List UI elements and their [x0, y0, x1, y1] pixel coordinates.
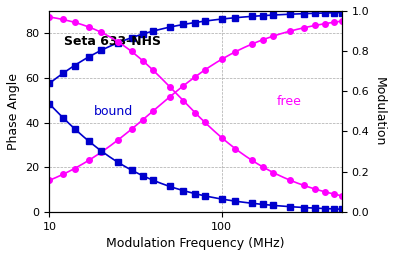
Text: Seta 633-NHS: Seta 633-NHS — [64, 35, 161, 48]
Y-axis label: Modulation: Modulation — [373, 77, 386, 146]
X-axis label: Modulation Frequency (MHz): Modulation Frequency (MHz) — [107, 237, 285, 250]
Y-axis label: Phase Angle: Phase Angle — [7, 73, 20, 150]
Text: free: free — [277, 95, 302, 108]
Text: bound: bound — [94, 105, 133, 118]
